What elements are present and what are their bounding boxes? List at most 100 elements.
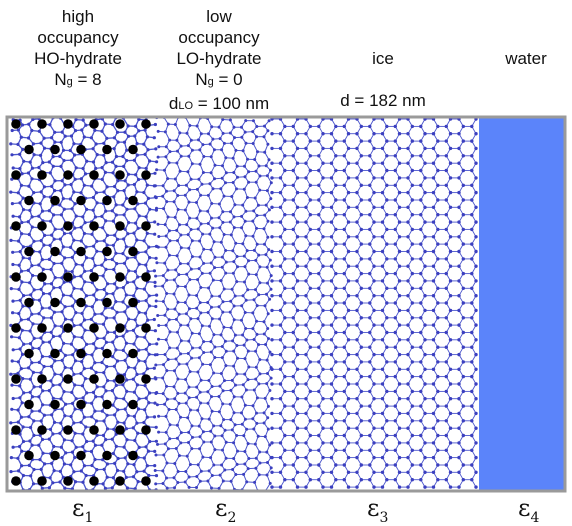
oxygen-atom: [244, 131, 247, 134]
oxygen-atom: [29, 378, 32, 381]
oxygen-atom: [296, 132, 299, 135]
oxygen-atom: [173, 462, 176, 465]
oxygen-atom: [43, 137, 46, 140]
oxygen-atom: [116, 286, 119, 289]
oxygen-atom: [53, 421, 56, 424]
oxygen-atom: [72, 421, 75, 424]
oxygen-atom: [95, 288, 98, 291]
oxygen-atom: [394, 169, 397, 172]
oxygen-atom: [22, 474, 25, 477]
oxygen-atom: [270, 206, 273, 209]
oxygen-atom: [218, 216, 221, 219]
oxygen-atom: [115, 335, 118, 338]
oxygen-atom: [179, 352, 182, 355]
oxygen-atom: [321, 191, 324, 194]
oxygen-atom: [132, 280, 135, 283]
oxygen-atom: [90, 353, 93, 356]
oxygen-atom: [58, 203, 61, 206]
oxygen-atom: [143, 470, 146, 473]
oxygen-atom: [343, 184, 346, 187]
oxygen-atom: [49, 220, 52, 223]
oxygen-atom: [244, 327, 247, 330]
oxygen-atom: [269, 169, 272, 172]
oxygen-atom: [309, 154, 312, 157]
oxygen-atom: [255, 181, 258, 184]
oxygen-atom: [207, 379, 210, 382]
oxygen-atom: [59, 349, 62, 352]
oxygen-atom: [208, 418, 211, 421]
oxygen-atom: [127, 183, 130, 186]
oxygen-atom: [225, 171, 228, 174]
oxygen-atom: [105, 365, 108, 368]
oxygen-atom: [187, 144, 190, 147]
oxygen-atom: [436, 139, 439, 142]
oxygen-atom: [155, 440, 158, 443]
oxygen-atom: [142, 191, 145, 194]
oxygen-atom: [79, 421, 82, 424]
oxygen-atom: [406, 191, 409, 194]
oxygen-atom: [419, 125, 422, 128]
oxygen-atom: [162, 184, 165, 187]
oxygen-atom: [39, 336, 42, 339]
oxygen-atom: [253, 158, 256, 161]
oxygen-atom: [111, 161, 114, 164]
oxygen-atom: [84, 172, 87, 175]
oxygen-atom: [221, 266, 224, 269]
oxygen-atom: [92, 160, 95, 163]
oxygen-atom: [101, 178, 104, 181]
oxygen-atom: [148, 208, 151, 211]
oxygen-atom: [218, 385, 221, 388]
oxygen-atom: [219, 424, 222, 427]
oxygen-atom: [175, 318, 178, 321]
oxygen-atom: [127, 221, 130, 224]
oxygen-atom: [174, 178, 177, 181]
oxygen-atom: [263, 320, 266, 323]
oxygen-atom: [236, 255, 239, 258]
oxygen-atom: [202, 441, 205, 444]
oxygen-atom: [372, 191, 375, 194]
oxygen-atom: [30, 215, 33, 218]
oxygen-atom: [187, 340, 190, 343]
oxygen-atom: [96, 337, 99, 340]
oxygen-atom: [133, 391, 136, 394]
oxygen-atom: [432, 132, 435, 135]
oxygen-atom: [224, 340, 227, 343]
oxygen-atom: [263, 243, 266, 246]
oxygen-atom: [63, 183, 66, 186]
oxygen-atom: [169, 330, 172, 333]
oxygen-atom: [343, 154, 346, 157]
oxygen-atom: [190, 357, 193, 360]
oxygen-atom: [48, 292, 51, 295]
oxygen-atom: [187, 441, 190, 444]
oxygen-atom: [135, 287, 138, 290]
oxygen-atom: [449, 147, 452, 150]
oxygen-atom: [255, 170, 258, 173]
oxygen-atom: [112, 244, 115, 247]
oxygen-atom: [304, 132, 307, 135]
oxygen-atom: [247, 378, 250, 381]
oxygen-atom: [232, 171, 235, 174]
oxygen-atom: [265, 204, 268, 207]
oxygen-atom: [372, 206, 375, 209]
oxygen-atom: [321, 206, 324, 209]
oxygen-atom: [16, 143, 19, 146]
oxygen-atom: [134, 173, 137, 176]
oxygen-atom: [223, 288, 226, 291]
oxygen-atom: [127, 366, 130, 369]
oxygen-atom: [212, 464, 215, 467]
oxygen-atom: [115, 262, 118, 265]
oxygen-atom: [196, 188, 199, 191]
oxygen-atom: [411, 184, 414, 187]
oxygen-atom: [219, 474, 222, 477]
oxygen-atom: [343, 125, 346, 128]
oxygen-atom: [190, 228, 193, 231]
oxygen-atom: [187, 352, 190, 355]
oxygen-atom: [105, 316, 108, 319]
oxygen-atom: [92, 293, 95, 296]
oxygen-atom: [185, 402, 188, 405]
oxygen-atom: [27, 415, 30, 418]
oxygen-atom: [84, 377, 87, 380]
oxygen-atom: [71, 451, 74, 454]
oxygen-atom: [166, 398, 169, 401]
oxygen-atom: [83, 232, 86, 235]
